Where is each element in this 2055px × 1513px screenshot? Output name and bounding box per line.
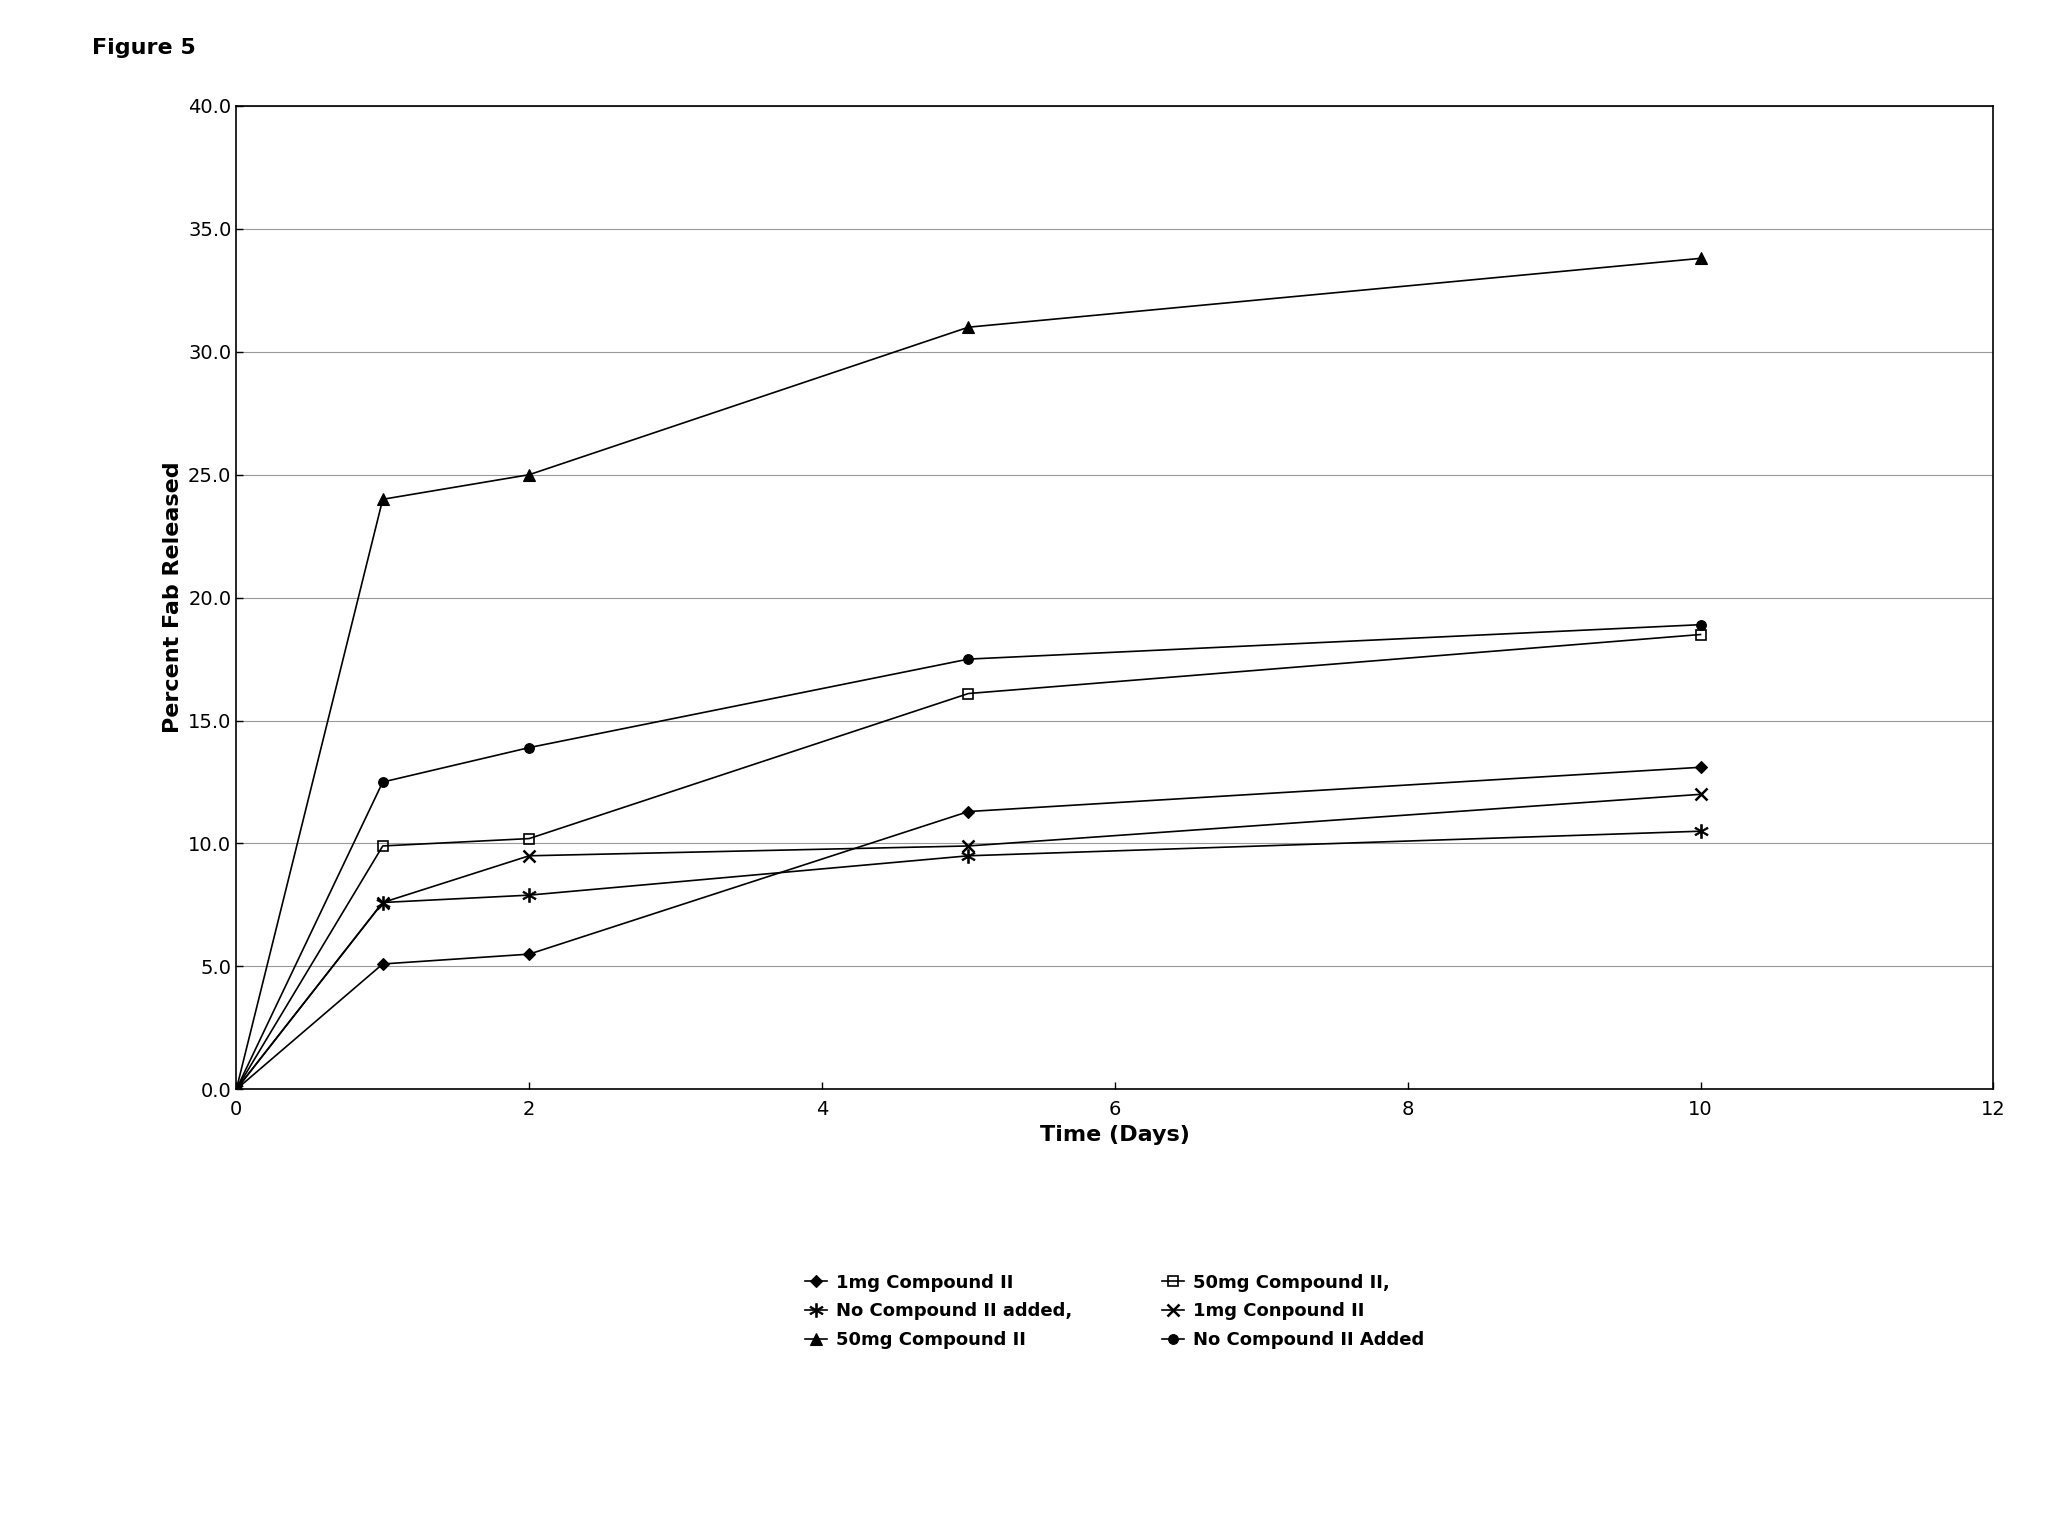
50mg Compound II, — [224, 1080, 249, 1098]
50mg Compound II — [224, 1080, 249, 1098]
No Compound II added, — [518, 887, 543, 905]
No Compound II added, — [370, 893, 395, 911]
50mg Compound II, — [370, 837, 395, 855]
1mg Compound II — [224, 1080, 249, 1098]
1mg Conpound II — [1689, 785, 1714, 803]
Line: 1mg Conpound II: 1mg Conpound II — [230, 788, 1706, 1095]
1mg Conpound II — [370, 893, 395, 911]
No Compound II added, — [1689, 822, 1714, 840]
50mg Compound II — [1689, 250, 1714, 268]
No Compound II Added — [956, 651, 980, 669]
No Compound II Added — [1689, 616, 1714, 634]
50mg Compound II — [370, 490, 395, 508]
Text: Figure 5: Figure 5 — [92, 38, 195, 57]
1mg Compound II — [370, 955, 395, 973]
50mg Compound II — [956, 318, 980, 336]
No Compound II Added — [224, 1080, 249, 1098]
Line: 50mg Compound II,: 50mg Compound II, — [232, 629, 1706, 1094]
50mg Compound II, — [956, 684, 980, 702]
Line: 50mg Compound II: 50mg Compound II — [230, 253, 1706, 1095]
Line: 1mg Compound II: 1mg Compound II — [232, 763, 1706, 1094]
1mg Conpound II — [956, 837, 980, 855]
No Compound II Added — [518, 738, 543, 756]
Legend: 1mg Compound II, No Compound II added,, 50mg Compound II, 50mg Compound II,, 1mg: 1mg Compound II, No Compound II added,, … — [797, 1266, 1432, 1357]
No Compound II added, — [224, 1080, 249, 1098]
1mg Conpound II — [518, 847, 543, 865]
No Compound II Added — [370, 773, 395, 791]
Y-axis label: Percent Fab Released: Percent Fab Released — [162, 461, 183, 734]
Line: No Compound II Added: No Compound II Added — [232, 620, 1706, 1094]
50mg Compound II — [518, 466, 543, 484]
X-axis label: Time (Days): Time (Days) — [1040, 1126, 1190, 1145]
1mg Compound II — [518, 946, 543, 964]
Line: No Compound II added,: No Compound II added, — [230, 825, 1708, 1097]
50mg Compound II, — [518, 829, 543, 847]
1mg Conpound II — [224, 1080, 249, 1098]
50mg Compound II, — [1689, 625, 1714, 643]
No Compound II added, — [956, 847, 980, 865]
1mg Compound II — [1689, 758, 1714, 776]
1mg Compound II — [956, 802, 980, 820]
